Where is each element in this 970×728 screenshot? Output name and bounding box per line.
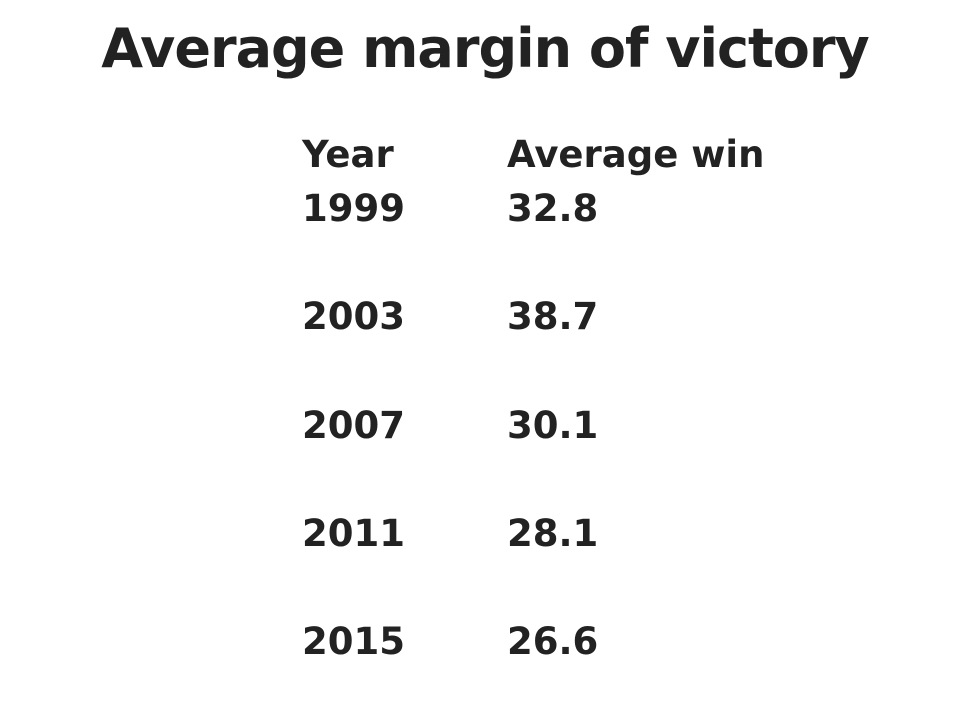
value-cell: 32.8 xyxy=(507,187,599,230)
year-cell: 2011 xyxy=(302,511,405,555)
year-cell: 2007 xyxy=(302,403,405,447)
value-cell: 26.6 xyxy=(507,620,599,664)
value-cell: 38.7 xyxy=(507,295,599,339)
title: Average margin of victory xyxy=(101,17,869,80)
value-cell: 28.1 xyxy=(507,511,599,555)
year-cell: 2015 xyxy=(302,620,405,664)
header-cell: Average win xyxy=(507,133,765,176)
value-cell: 30.1 xyxy=(507,403,599,447)
year-cell: 1999 xyxy=(302,187,405,230)
header-cell: Year xyxy=(302,133,394,176)
year-cell: 2003 xyxy=(302,295,405,339)
